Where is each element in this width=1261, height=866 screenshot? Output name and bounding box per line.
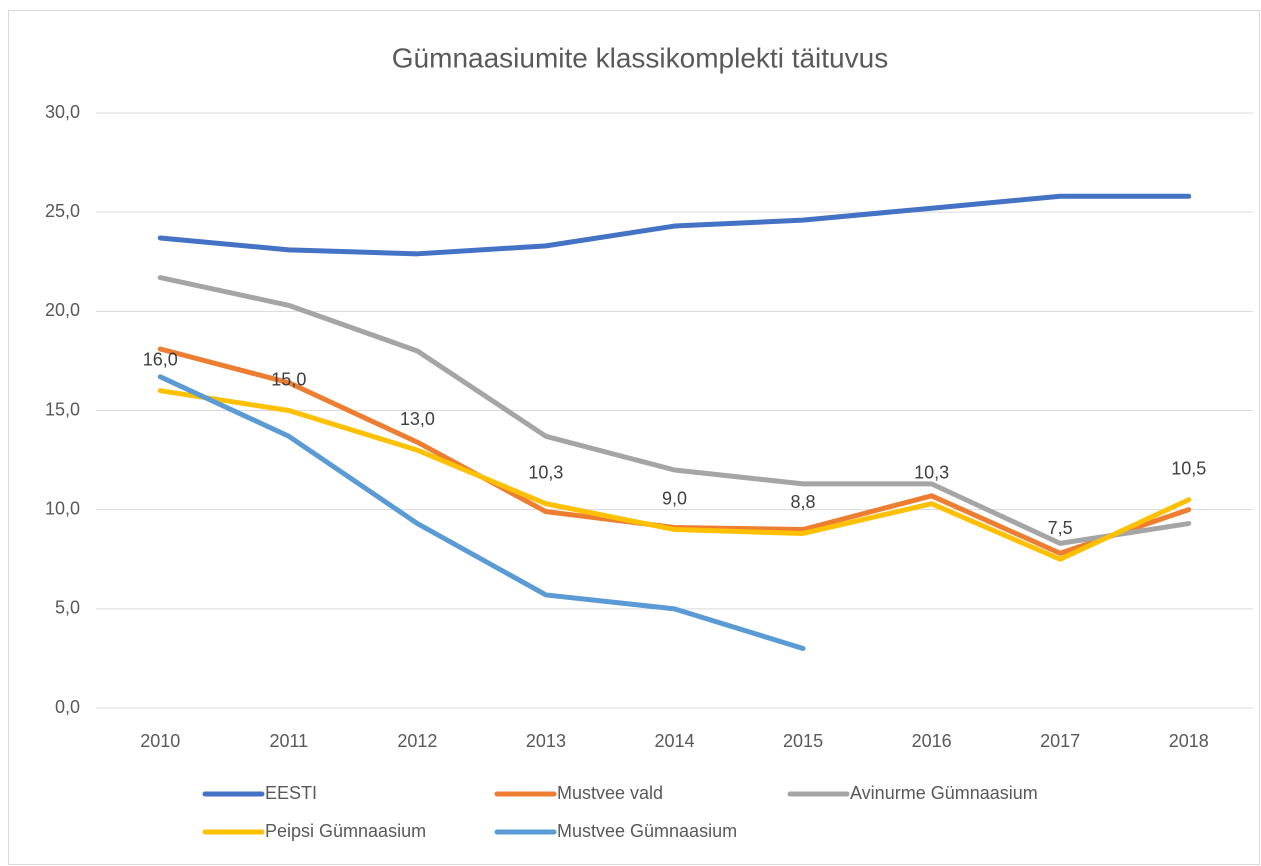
y-tick-label: 30,0 [45, 102, 80, 122]
legend-label: Mustvee Gümnaasium [557, 821, 737, 841]
legend-label: Mustvee vald [557, 783, 663, 803]
series-line [157, 374, 806, 651]
chart-border [8, 10, 1260, 865]
y-tick-label: 0,0 [55, 697, 80, 717]
x-tick-label: 2016 [912, 731, 952, 751]
y-tick-label: 25,0 [45, 201, 80, 221]
x-tick-label: 2014 [654, 731, 694, 751]
chart-title: Gümnaasiumite klassikomplekti täituvus [392, 42, 888, 73]
data-label: 8,8 [791, 492, 816, 512]
y-tick-label: 15,0 [45, 399, 80, 419]
series-line [157, 275, 1192, 546]
x-tick-label: 2010 [140, 731, 180, 751]
data-label: 7,5 [1048, 518, 1073, 538]
y-tick-label: 5,0 [55, 598, 80, 618]
legend-label: EESTI [265, 783, 317, 803]
data-label: 13,0 [400, 409, 435, 429]
y-tick-label: 20,0 [45, 300, 80, 320]
x-tick-label: 2011 [269, 731, 308, 751]
data-label: 16,0 [143, 349, 178, 369]
legend-label: Peipsi Gümnaasium [265, 821, 426, 841]
x-tick-label: 2013 [526, 731, 566, 751]
data-label: 10,3 [528, 462, 563, 482]
data-label: 15,0 [271, 369, 306, 389]
legend-label: Avinurme Gümnaasium [850, 783, 1038, 803]
data-label: 10,3 [914, 462, 949, 482]
x-tick-label: 2015 [783, 731, 823, 751]
series-line [157, 193, 1192, 257]
x-tick-label: 2017 [1040, 731, 1080, 751]
x-tick-label: 2012 [397, 731, 437, 751]
data-label: 10,5 [1171, 459, 1206, 479]
x-tick-label: 2018 [1169, 731, 1209, 751]
y-tick-label: 10,0 [45, 498, 80, 518]
series-line [157, 388, 1192, 562]
data-label: 9,0 [662, 488, 687, 508]
